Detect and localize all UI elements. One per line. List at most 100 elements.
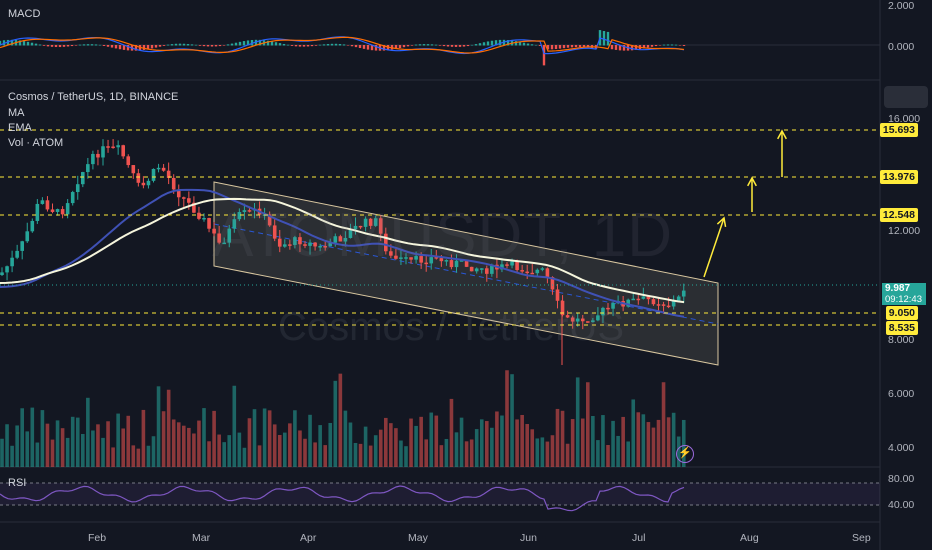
lightning-icon[interactable]: ⚡ [676,445,694,463]
volume-bar [60,428,65,467]
candle-body [101,146,105,158]
volume-bar [384,417,388,467]
macd-histogram-bar [498,39,502,46]
candle-body [151,168,156,181]
macd-histogram-bar [254,39,258,46]
candle-body [81,172,85,185]
macd-histogram-bar [334,43,338,46]
volume-bar [651,427,656,467]
candle-body [611,303,615,309]
volume-bar [86,397,90,467]
macd-histogram-bar [582,45,586,48]
moving-averages [0,188,685,318]
candle-body [10,257,14,267]
candle-body [479,268,484,270]
volume-bar [560,410,565,467]
level-tag[interactable]: 15.693 [879,123,918,137]
volume-bar [621,416,625,467]
rsi-line [0,485,685,512]
level-tag[interactable]: 8.535 [885,321,918,335]
macd-histogram-bar [58,45,62,48]
macd-histogram-bar [154,45,158,48]
rsi-title[interactable]: RSI [8,477,27,489]
candle-body [591,320,595,323]
macd-histogram-bar [446,45,450,47]
volume-bar [338,373,343,467]
macd-histogram-bar [54,45,58,48]
volume-bar [197,420,201,467]
macd-title[interactable]: MACD [8,8,41,20]
candle-body [373,218,378,226]
candle-body [126,156,131,166]
candle-body [510,261,514,266]
volume-bar [116,413,120,467]
candle-body [298,237,302,245]
volume-bar [414,425,418,467]
candle-body [671,300,676,307]
macd-histogram-bar [470,44,474,46]
candle-body [333,236,338,243]
candle-body [288,244,292,246]
candle-body [419,256,423,263]
volume-bar [358,443,363,467]
candle-body [293,237,297,245]
projection-arrow-head [716,216,727,227]
macd-histogram-bar [210,45,214,47]
macd-histogram-bar [606,31,610,46]
candle-body [15,250,19,258]
macd-histogram-bar [406,45,410,47]
current-price-tag[interactable]: 9.987 09:12:43 [882,283,926,305]
volume-indicator-label[interactable]: Vol · ATOM [8,137,64,149]
macd-histogram-bar [0,40,2,46]
macd-histogram-bar [570,45,574,48]
macd-histogram-bar [198,45,202,46]
ma-indicator-label[interactable]: MA [8,107,25,119]
macd-histogram-bar [166,44,170,46]
candle-body [555,289,560,301]
macd-histogram-bar [118,45,122,50]
volume-bar [283,432,287,467]
candle-body [358,225,363,228]
volume-bar [464,441,469,467]
volume-bar [187,427,191,467]
projection-arrow-head [747,176,757,187]
volume-bar [212,410,216,467]
volume-bar [485,421,489,467]
macd-histogram-bar [146,45,150,50]
macd-histogram-bar [190,44,194,46]
macd-histogram-bar [458,45,462,47]
macd-histogram-bar [150,45,154,49]
candle-body [586,321,590,323]
axis-settings-button[interactable] [884,86,928,108]
candle-body [70,192,75,204]
x-axis-label: Mar [192,532,211,544]
level-tag[interactable]: 13.976 [879,170,918,184]
macd-histogram-bar [218,45,222,47]
macd-histogram-bar [222,45,226,46]
x-axis-label: Apr [300,532,317,544]
candle-body [459,260,464,262]
volume-bar [5,424,9,467]
volume-bar [363,426,368,467]
macd-histogram-bar [98,44,102,46]
macd-histogram-bar [682,45,686,46]
volume-bar [616,435,620,467]
macd-histogram-bar [634,45,638,50]
volume-bars [0,370,686,467]
candle-body [283,244,287,247]
candle-body [45,200,50,210]
symbol-title[interactable]: Cosmos / TetherUS, 1D, BINANCE [8,91,179,103]
level-tag[interactable]: 9.050 [885,306,918,320]
ema-indicator-label[interactable]: EMA [8,122,32,134]
macd-histogram-bar [482,42,486,46]
volume-bar [646,422,651,467]
macd-histogram-bar [654,45,658,47]
macd-histogram-bar [658,45,662,46]
volume-bar [474,429,479,467]
level-tag[interactable]: 12.548 [879,208,918,222]
candle-body [565,315,570,318]
candle-body [378,218,383,234]
rsi-pane [0,482,880,512]
candle-body [303,244,307,246]
